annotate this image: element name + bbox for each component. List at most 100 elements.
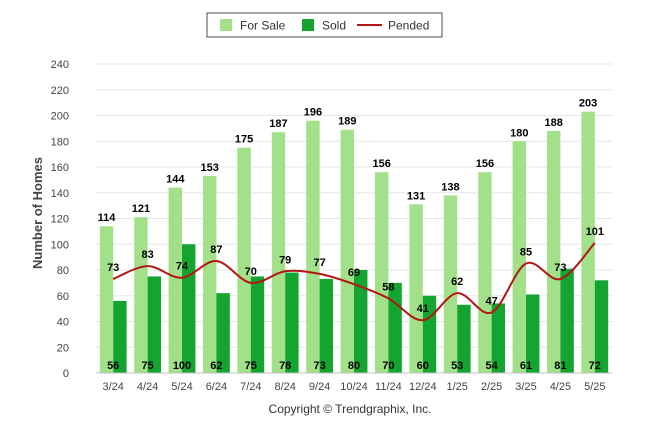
data-label-sold: 56	[107, 360, 119, 372]
y-tick-label: 60	[57, 291, 69, 303]
bars	[99, 111, 609, 374]
x-tick-label: 2/25	[481, 381, 502, 393]
bar-for-sale	[134, 217, 148, 373]
x-tick-label: 8/24	[274, 381, 295, 393]
y-tick-label: 100	[51, 239, 69, 251]
bar-sold	[319, 279, 334, 373]
bar-for-sale	[99, 226, 114, 373]
bar-sold	[250, 276, 265, 373]
x-tick-label: 5/24	[171, 381, 192, 393]
x-tick-label: 9/24	[309, 381, 330, 393]
data-label-for-sale: 156	[476, 158, 494, 170]
bar-for-sale	[512, 141, 526, 373]
x-tick-label: 10/24	[340, 381, 368, 393]
bar-for-sale	[581, 111, 595, 373]
x-tick-label: 3/25	[515, 381, 536, 393]
data-label-pended: 101	[586, 226, 604, 238]
bar-for-sale	[478, 172, 492, 373]
data-label-sold: 81	[554, 360, 566, 372]
data-label-for-sale: 180	[510, 127, 528, 139]
data-label-pended: 62	[451, 276, 463, 288]
data-label-pended: 70	[245, 266, 257, 278]
y-tick-label: 160	[51, 162, 69, 174]
data-label-sold: 70	[382, 360, 394, 372]
data-label-for-sale: 131	[407, 190, 425, 202]
data-label-sold: 100	[173, 360, 191, 372]
data-label-pended: 77	[313, 257, 325, 269]
y-tick-label: 120	[51, 214, 69, 226]
x-tick-label: 11/24	[375, 381, 402, 393]
data-label-for-sale: 203	[579, 98, 597, 110]
data-label-sold: 72	[589, 360, 601, 372]
data-label-for-sale: 189	[338, 116, 356, 128]
y-tick-label: 200	[51, 111, 69, 123]
data-label-for-sale: 153	[201, 162, 219, 174]
y-tick-label: 40	[57, 317, 69, 329]
data-label-sold: 80	[348, 360, 360, 372]
data-label-sold: 54	[485, 360, 498, 372]
y-tick-label: 220	[51, 85, 69, 97]
y-tick-label: 20	[57, 342, 69, 354]
data-label-sold: 61	[520, 360, 532, 372]
y-tick-label: 180	[51, 136, 69, 148]
copyright-text: Copyright © Trendgraphix, Inc.	[269, 402, 432, 416]
y-tick-label: 0	[63, 368, 69, 380]
bar-for-sale	[202, 176, 217, 373]
data-label-for-sale: 144	[166, 174, 185, 186]
bar-for-sale	[409, 204, 423, 373]
x-tick-label: 6/24	[206, 381, 227, 393]
bar-for-sale	[443, 195, 458, 373]
data-label-pended: 87	[210, 244, 222, 256]
data-labels: 114 121 144 153 175 187 196 189 156 131 138 156 180 1…	[98, 98, 604, 372]
data-label-sold: 75	[141, 360, 153, 372]
bar-sold	[457, 304, 471, 373]
bar-sold	[285, 272, 299, 373]
bar-for-sale	[546, 130, 561, 373]
bar-sold	[354, 270, 368, 373]
bar-for-sale	[168, 187, 182, 373]
pended-line-layer	[112, 242, 596, 322]
data-label-pended: 73	[554, 262, 566, 274]
axes: 0 20 40 60 80 100 120 140 160 180 200 220 240 3/24 4/2…	[51, 59, 612, 393]
data-label-for-sale: 114	[98, 212, 117, 224]
data-label-pended: 74	[176, 261, 189, 273]
data-label-for-sale: 188	[545, 117, 563, 129]
data-label-pended: 85	[520, 247, 532, 259]
bar-sold	[560, 268, 574, 373]
x-tick-label: 1/25	[446, 381, 467, 393]
bar-sold	[216, 293, 230, 373]
x-tick-label: 3/24	[102, 381, 123, 393]
data-label-pended: 83	[141, 249, 153, 261]
data-label-for-sale: 175	[235, 134, 253, 146]
x-tick-label: 12/24	[409, 381, 437, 393]
legend-swatch-for-sale	[220, 19, 232, 31]
x-tick-label: 5/25	[584, 381, 605, 393]
bar-for-sale	[340, 129, 354, 373]
bar-sold	[113, 300, 127, 373]
data-label-pended: 47	[485, 295, 497, 307]
data-label-for-sale: 138	[441, 181, 459, 193]
bar-for-sale	[237, 147, 251, 373]
bar-for-sale	[306, 120, 320, 374]
y-tick-label: 140	[51, 188, 69, 200]
data-label-pended: 73	[107, 262, 119, 274]
legend-label-for-sale: For Sale	[240, 19, 286, 33]
y-tick-label: 80	[57, 265, 69, 277]
data-label-sold: 78	[279, 360, 291, 372]
pended-line	[112, 242, 596, 322]
data-label-for-sale: 196	[304, 107, 322, 119]
data-label-for-sale: 156	[373, 158, 391, 170]
x-tick-label: 4/25	[550, 381, 571, 393]
legend-swatch-sold	[302, 19, 314, 31]
data-label-pended: 69	[348, 267, 360, 279]
data-label-sold: 73	[313, 360, 325, 372]
legend-label-sold: Sold	[322, 19, 346, 33]
y-tick-label: 240	[51, 59, 69, 71]
data-label-pended: 58	[382, 281, 394, 293]
legend-label-pended: Pended	[388, 19, 429, 33]
bar-for-sale	[374, 172, 389, 373]
x-tick-label: 4/24	[137, 381, 158, 393]
bar-sold	[147, 276, 162, 373]
data-label-pended: 41	[417, 303, 429, 315]
